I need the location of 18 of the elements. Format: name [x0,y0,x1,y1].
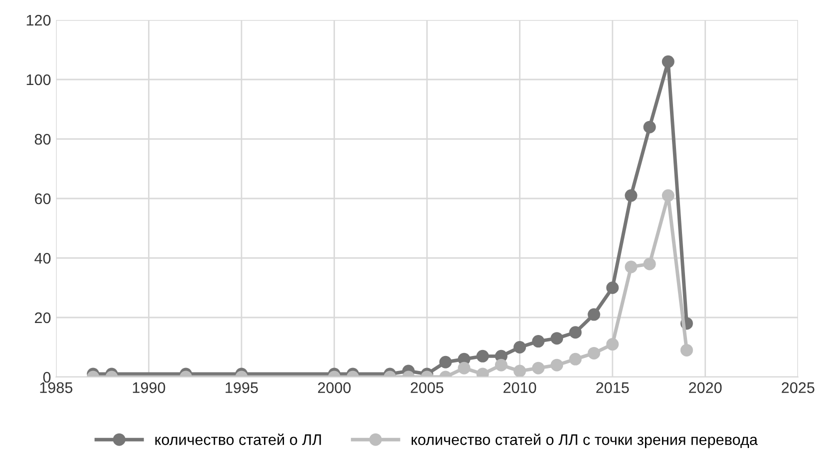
x-tick-label: 2010 [504,382,536,394]
legend-label: количество статей о ЛЛ с точки зрения перевода [412,434,758,448]
x-tick-label: 2020 [689,382,722,394]
y-tick-label: 60 [34,193,51,204]
x-tick-label: 2025 [782,382,814,394]
y-tick-label: 80 [34,134,51,145]
y-tick-label: 0 [43,372,51,383]
y-tick-label: 40 [34,252,51,264]
y-tick-label: 100 [26,74,51,86]
y-tick-label: 120 [26,14,51,26]
x-tick-label: 1985 [40,382,72,394]
y-tick-label: 20 [34,312,51,324]
x-tick-label: 1990 [132,382,166,394]
legend-label: количество статей о ЛЛ [155,434,321,446]
x-tick-label: 2000 [318,382,351,394]
x-tick-label: 1995 [226,382,258,394]
x-tick-label: 2005 [410,382,444,394]
x-tick-label: 2015 [596,382,629,394]
